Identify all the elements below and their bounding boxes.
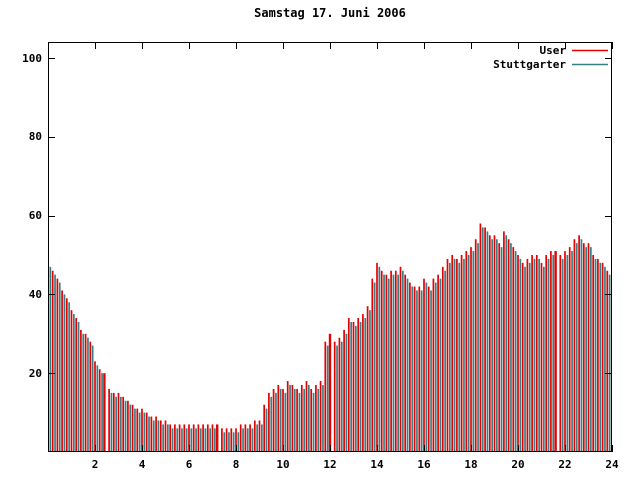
x-tick-label: 2 <box>91 458 99 471</box>
x-tick-label: 8 <box>232 458 240 471</box>
y-tick-label: 20 <box>28 366 42 380</box>
legend-label-stuttgarter: Stuttgarter <box>493 58 566 71</box>
y-tick-label: 100 <box>22 51 42 65</box>
x-tick-label: 10 <box>276 458 290 471</box>
x-tick-label: 18 <box>464 458 478 471</box>
y-axis-labels: 20 40 60 80 100 <box>0 0 42 480</box>
y-tick-label: 80 <box>28 130 42 144</box>
y-tick-label: 40 <box>28 287 42 301</box>
y-tick-label: 60 <box>28 209 42 223</box>
x-tick-label: 6 <box>185 458 193 471</box>
x-tick-label: 20 <box>511 458 525 471</box>
x-tick-label: 14 <box>370 458 384 471</box>
x-tick-label: 12 <box>323 458 337 471</box>
legend-label-user: User <box>539 44 567 57</box>
x-tick-label: 4 <box>138 458 146 471</box>
x-tick-label: 22 <box>558 458 572 471</box>
chart-title: Samstag 17. Juni 2006 <box>254 6 406 20</box>
x-tick-label: 24 <box>605 458 619 471</box>
x-tick-label: 16 <box>417 458 431 471</box>
